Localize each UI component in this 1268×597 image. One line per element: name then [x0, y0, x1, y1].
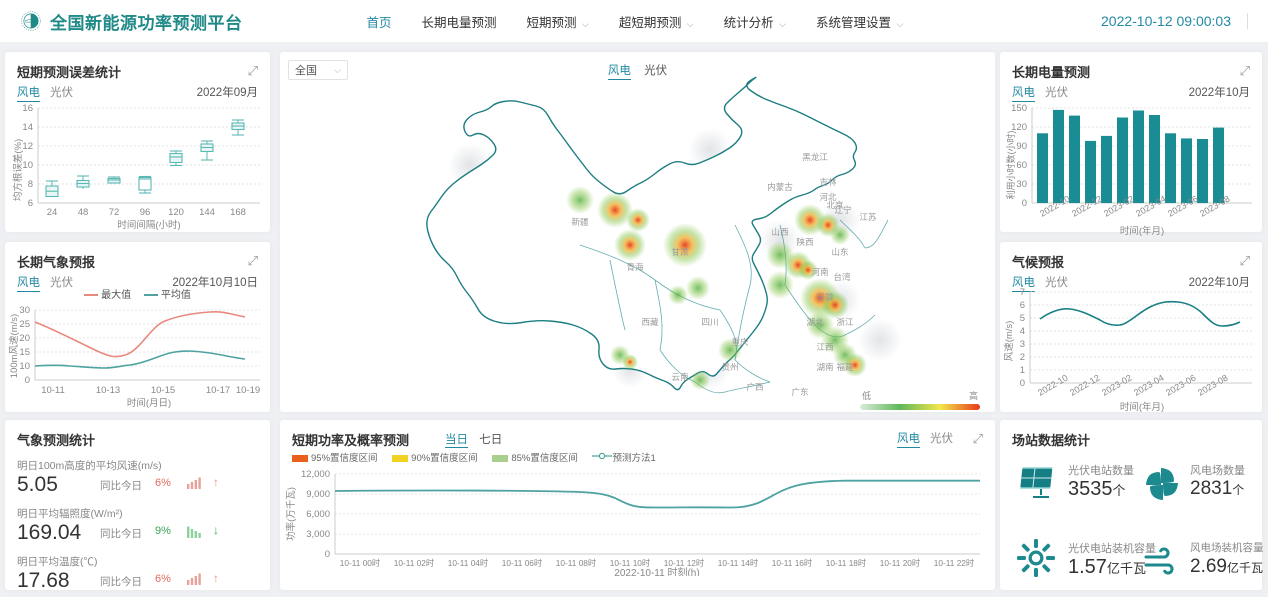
svg-text:10-17: 10-17: [206, 385, 230, 396]
svg-text:江西: 江西: [816, 342, 833, 352]
svg-text:功率(万千瓦): 功率(万千瓦): [285, 487, 297, 541]
svg-text:14: 14: [22, 122, 33, 133]
svg-text:25: 25: [19, 319, 30, 330]
svg-text:9,000: 9,000: [306, 489, 330, 500]
svg-text:6: 6: [1020, 300, 1025, 311]
svg-text:北京: 北京: [826, 200, 843, 210]
svg-text:10-11 12时: 10-11 12时: [664, 558, 704, 568]
svg-text:6,000: 6,000: [306, 509, 330, 520]
svg-text:浙江: 浙江: [836, 317, 854, 327]
svg-text:0: 0: [25, 375, 30, 386]
svg-text:150: 150: [1011, 103, 1027, 114]
svg-text:黑龙江: 黑龙江: [802, 152, 828, 162]
svg-text:利用小时数(小时): 利用小时数(小时): [1005, 131, 1016, 200]
svg-text:90: 90: [1016, 141, 1027, 152]
svg-text:2022-10: 2022-10: [1036, 373, 1070, 398]
svg-text:12: 12: [22, 141, 33, 152]
svg-text:10-11 02时: 10-11 02时: [394, 558, 434, 568]
svg-text:2023-04: 2023-04: [1132, 373, 1166, 398]
svg-text:广东: 广东: [791, 387, 808, 397]
svg-text:168: 168: [230, 207, 246, 218]
svg-text:120: 120: [168, 207, 184, 218]
svg-text:内蒙古: 内蒙古: [767, 182, 793, 192]
svg-text:均方根误差(%): 均方根误差(%): [12, 139, 24, 201]
svg-text:风速(m/s): 风速(m/s): [1004, 321, 1015, 362]
svg-text:60: 60: [1016, 160, 1027, 171]
svg-text:20: 20: [19, 333, 30, 344]
svg-text:10-13: 10-13: [96, 385, 120, 396]
svg-text:福建: 福建: [836, 362, 854, 372]
svg-text:2022-10-11 时刻(h): 2022-10-11 时刻(h): [614, 566, 699, 576]
svg-text:青海: 青海: [626, 262, 644, 272]
svg-text:甘肃: 甘肃: [671, 247, 689, 257]
svg-text:广西: 广西: [746, 382, 763, 392]
svg-text:100m风速(m/s): 100m风速(m/s): [9, 314, 20, 378]
svg-text:时间(年月): 时间(年月): [1120, 225, 1164, 237]
svg-text:四川: 四川: [701, 317, 718, 327]
svg-text:10-11 18时: 10-11 18时: [826, 558, 866, 568]
svg-text:贵州: 贵州: [721, 362, 738, 372]
svg-text:时间间隔(小时): 时间间隔(小时): [117, 219, 180, 231]
svg-text:10-11 10时: 10-11 10时: [610, 558, 650, 568]
svg-text:96: 96: [140, 207, 151, 218]
svg-text:2: 2: [1020, 352, 1025, 363]
svg-text:10-11 00时: 10-11 00时: [340, 558, 380, 568]
svg-text:3: 3: [1020, 339, 1025, 350]
svg-text:10-11 04时: 10-11 04时: [448, 558, 488, 568]
svg-text:0: 0: [1022, 198, 1027, 209]
svg-text:吉林: 吉林: [819, 177, 837, 187]
svg-text:7: 7: [1020, 287, 1025, 298]
svg-text:西藏: 西藏: [641, 317, 659, 327]
svg-text:2023-02: 2023-02: [1100, 373, 1134, 398]
svg-text:72: 72: [109, 207, 120, 218]
svg-text:时间(年月): 时间(年月): [1120, 401, 1164, 413]
svg-text:10-11 20时: 10-11 20时: [880, 558, 920, 568]
svg-text:新疆: 新疆: [571, 217, 589, 227]
svg-text:12,000: 12,000: [301, 469, 330, 480]
svg-text:山东: 山东: [831, 247, 848, 257]
svg-text:10-15: 10-15: [151, 385, 175, 396]
svg-text:台湾: 台湾: [833, 272, 851, 282]
svg-text:10-11 22时: 10-11 22时: [934, 558, 974, 568]
svg-text:安徽: 安徽: [816, 292, 834, 302]
svg-text:10-11 14时: 10-11 14时: [718, 558, 758, 568]
svg-text:4: 4: [1020, 326, 1025, 337]
svg-text:时间(月日): 时间(月日): [127, 397, 171, 409]
svg-text:陕西: 陕西: [796, 237, 813, 247]
svg-text:山西: 山西: [771, 227, 788, 237]
svg-text:10: 10: [22, 160, 33, 171]
svg-text:2023-06: 2023-06: [1164, 373, 1198, 398]
svg-text:48: 48: [78, 207, 89, 218]
svg-text:144: 144: [199, 207, 215, 218]
svg-text:30: 30: [1016, 179, 1027, 190]
svg-text:云南: 云南: [671, 372, 688, 382]
svg-text:江苏: 江苏: [859, 212, 877, 222]
svg-text:湖南: 湖南: [816, 362, 833, 372]
svg-text:10-11 06时: 10-11 06时: [502, 558, 542, 568]
svg-text:重庆: 重庆: [731, 337, 749, 347]
svg-text:0: 0: [1020, 378, 1025, 389]
svg-text:10-19: 10-19: [236, 385, 260, 396]
svg-text:8: 8: [28, 179, 33, 190]
svg-text:湖北: 湖北: [806, 317, 824, 327]
svg-text:2022-12: 2022-12: [1068, 373, 1102, 398]
svg-text:2023-08: 2023-08: [1196, 373, 1230, 398]
svg-text:30: 30: [19, 305, 30, 316]
svg-text:0: 0: [325, 549, 330, 560]
svg-text:16: 16: [22, 103, 33, 114]
svg-text:5: 5: [1020, 313, 1025, 324]
svg-text:24: 24: [47, 207, 58, 218]
svg-text:10: 10: [19, 361, 30, 372]
svg-text:1: 1: [1020, 365, 1025, 376]
svg-text:10-11 08时: 10-11 08时: [556, 558, 596, 568]
svg-text:河南: 河南: [811, 267, 828, 277]
svg-text:10-11: 10-11: [41, 385, 65, 396]
svg-text:3,000: 3,000: [306, 529, 330, 540]
svg-text:15: 15: [19, 347, 30, 358]
svg-text:10-11 16时: 10-11 16时: [772, 558, 812, 568]
svg-text:6: 6: [28, 198, 33, 209]
